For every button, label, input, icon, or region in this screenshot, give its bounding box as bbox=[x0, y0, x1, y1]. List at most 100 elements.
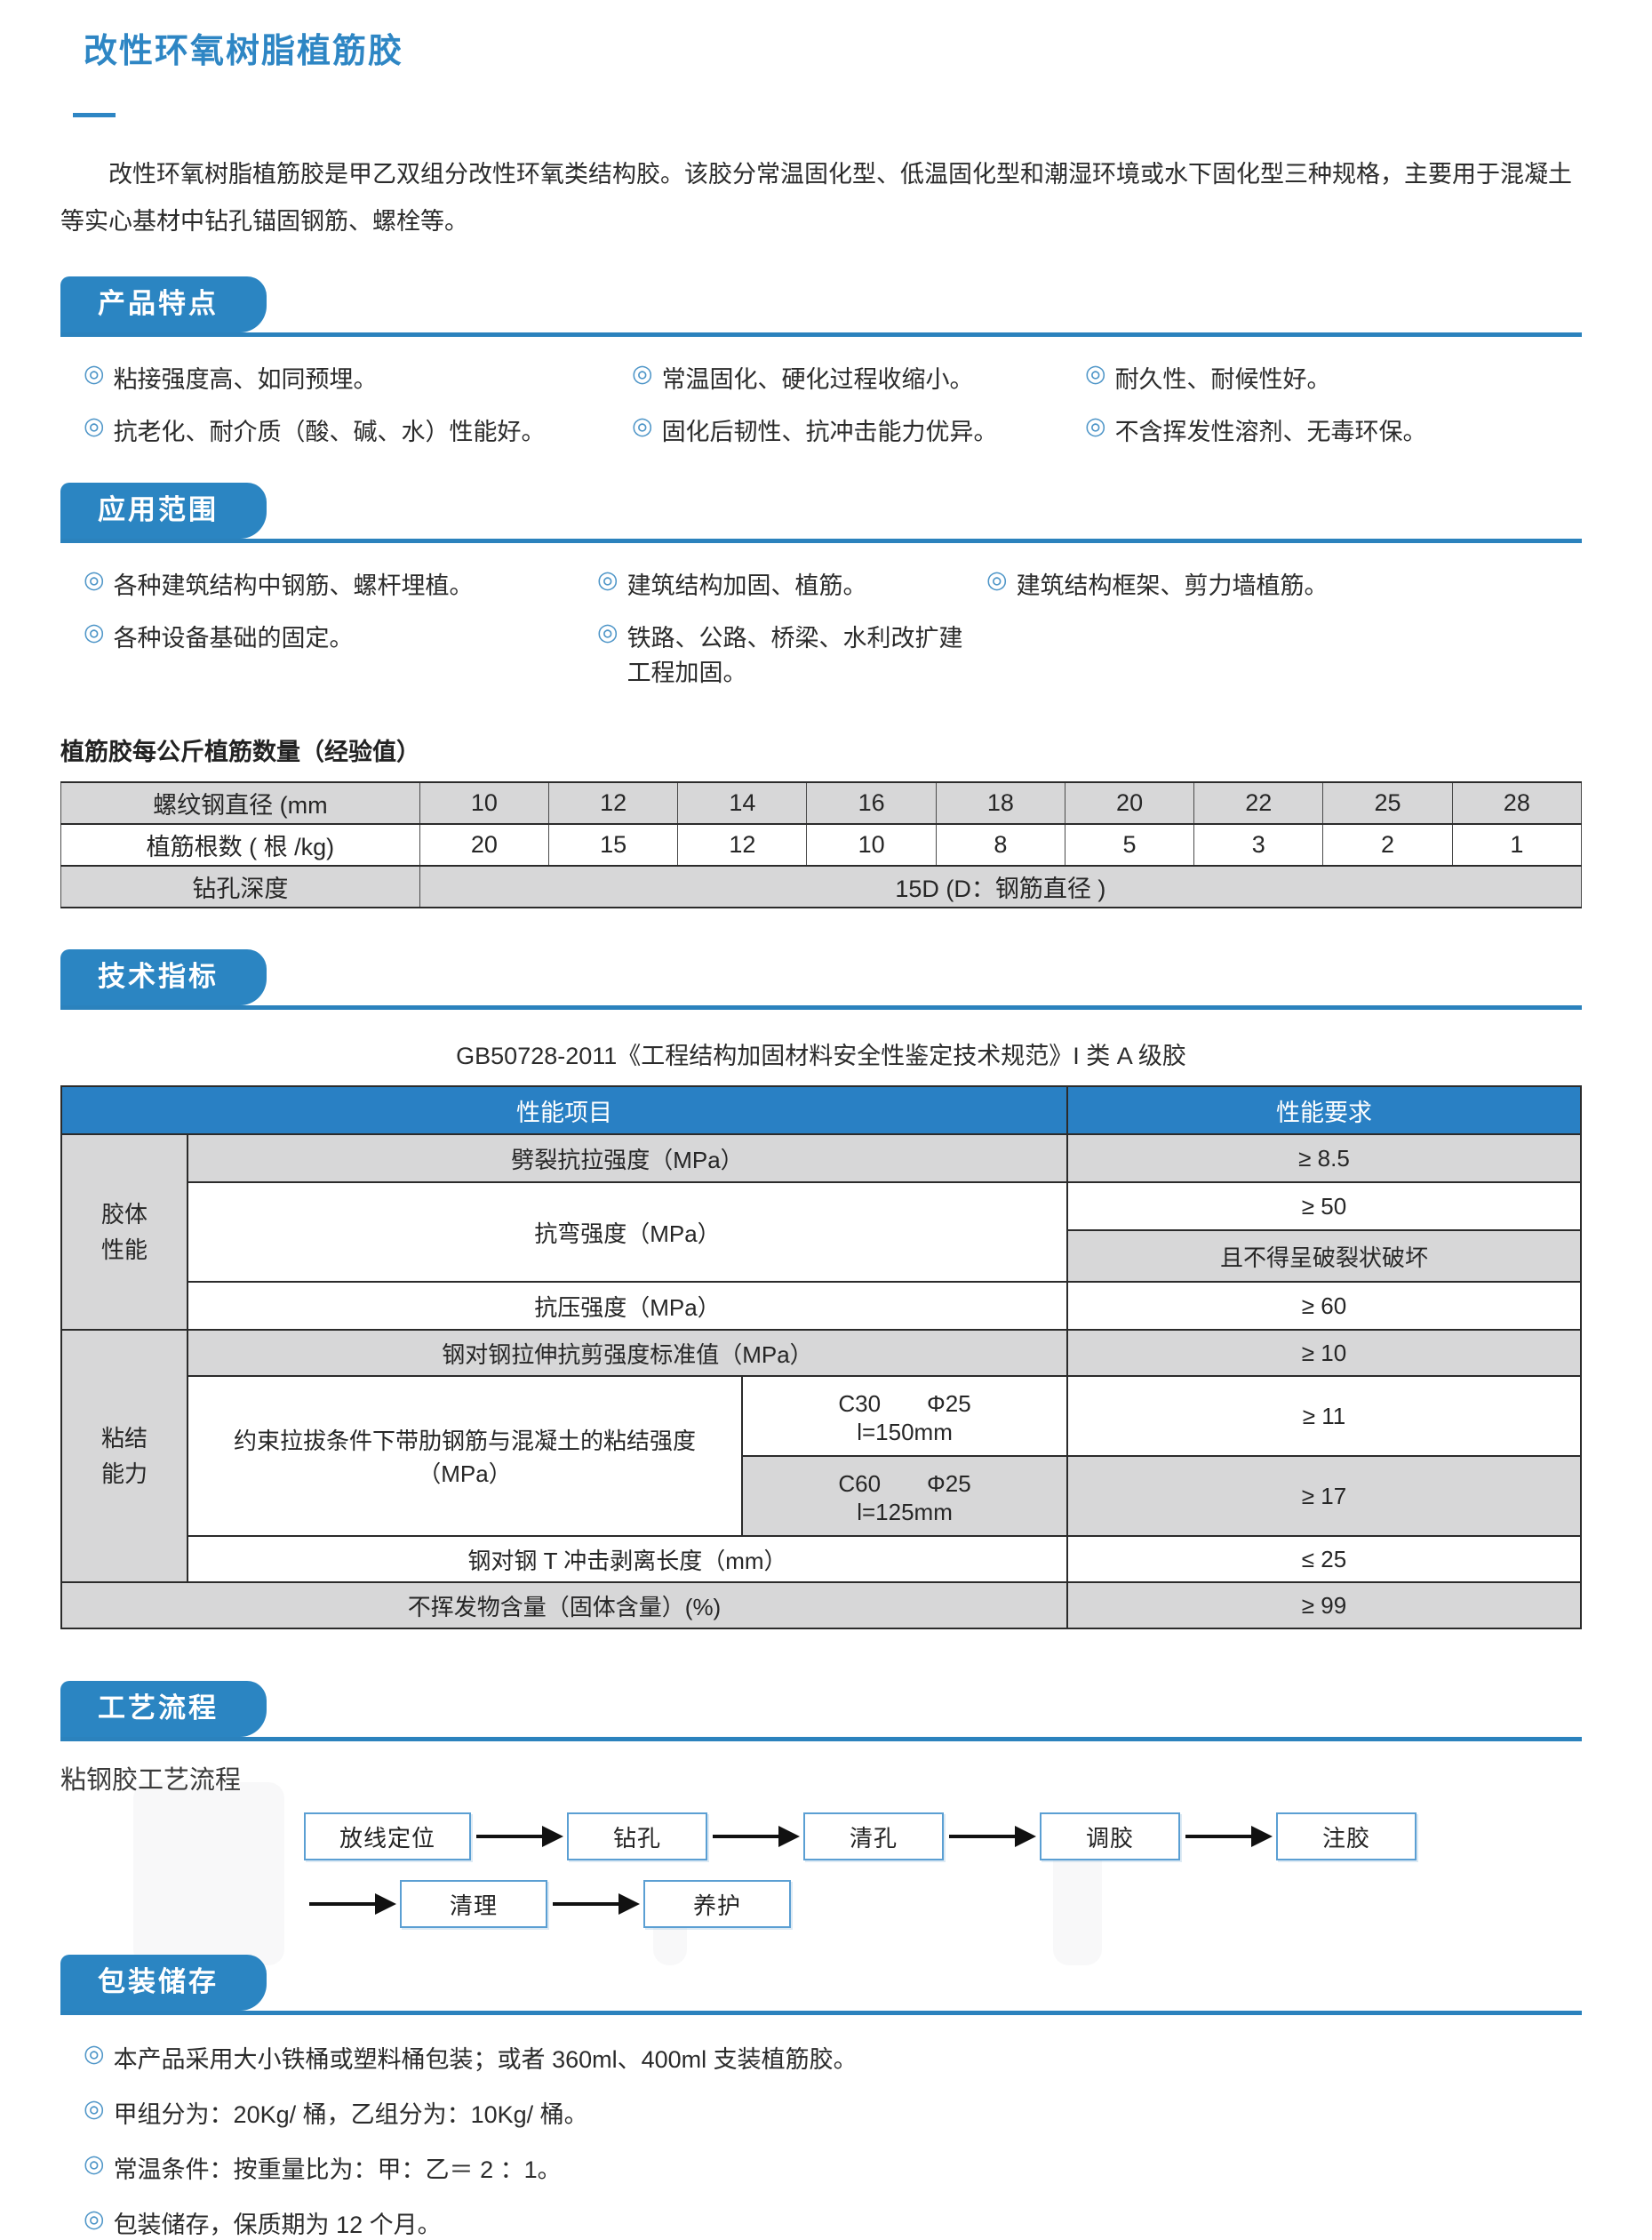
usage-row1-label: 螺纹钢直径 (mm bbox=[60, 781, 420, 826]
packaging-text: 包装储存，保质期为 12 个月。 bbox=[113, 2212, 442, 2239]
label-line: 约束拉拔条件下带肋钢筋与混凝土的粘结强度 bbox=[233, 1428, 696, 1455]
ring-bullet-icon: ◎ bbox=[84, 2040, 105, 2068]
table-row: 螺纹钢直径 (mm 10 12 14 16 18 20 22 25 28 bbox=[60, 781, 1583, 826]
usage-row2-label: 植筋根数 ( 根 /kg) bbox=[60, 823, 420, 868]
table-row: C60 Φ25 l=125mm ≥ 17 bbox=[61, 1455, 1582, 1538]
spec-line: l=125mm bbox=[857, 1499, 953, 1526]
tech-req-value: ≥ 60 bbox=[1066, 1281, 1582, 1332]
title-underline-dash bbox=[73, 113, 116, 117]
intro-paragraph: 改性环氧树脂植筋胶是甲乙双组分改性环氧类结构胶。该胶分常温固化型、低温固化型和潮… bbox=[60, 161, 1572, 235]
table-cell: 8 bbox=[935, 823, 1065, 868]
list-item: ◎ 甲组分为：20Kg/ 桶，乙组分为：10Kg/ 桶。 bbox=[84, 2095, 1582, 2130]
table-row: 植筋根数 ( 根 /kg) 20 15 12 10 8 5 3 2 1 bbox=[60, 823, 1583, 868]
section-header-process: 工艺流程 bbox=[60, 1681, 1582, 1742]
flow-arrow-icon bbox=[304, 1880, 400, 1928]
table-row: 且不得呈破裂状破坏 bbox=[61, 1229, 1582, 1284]
list-item: ◎ 包装储存，保质期为 12 个月。 bbox=[84, 2205, 1582, 2240]
list-item: ◎ 抗老化、耐介质（酸、碱、水）性能好。 bbox=[84, 412, 632, 447]
ring-bullet-icon: ◎ bbox=[986, 566, 1008, 594]
tech-item-label: 钢对钢拉伸抗剪强度标准值（MPa） bbox=[186, 1329, 1069, 1378]
ring-bullet-icon: ◎ bbox=[1085, 360, 1106, 388]
watermark-bottle-left bbox=[133, 1782, 284, 1965]
section-header-tech: 技术指标 bbox=[60, 949, 1582, 1011]
table-row: 粘结能力 钢对钢拉伸抗剪强度标准值（MPa） ≥ 10 bbox=[60, 1329, 1582, 1584]
tech-req-value: ≥ 50 bbox=[1066, 1181, 1582, 1232]
table-row: 约束拉拔条件下带肋钢筋与混凝土的粘结强度 （MPa） C30 Φ25 l=150mm… bbox=[61, 1375, 1582, 1538]
usage-table-caption: 植筋胶每公斤植筋数量（经验值） bbox=[60, 739, 420, 766]
table-row: 抗压强度（MPa） ≥ 60 bbox=[61, 1281, 1582, 1332]
table-cell: 14 bbox=[677, 781, 808, 826]
table-row: 钻孔深度 15D (D：钢筋直径 ) bbox=[60, 865, 1583, 909]
ring-bullet-icon: ◎ bbox=[84, 566, 105, 594]
list-item: ◎ 固化后韧性、抗冲击能力优异。 bbox=[632, 412, 1085, 447]
packaging-text: 甲组分为：20Kg/ 桶，乙组分为：10Kg/ 桶。 bbox=[113, 2101, 588, 2129]
tech-spec-cell: C60 Φ25 l=125mm bbox=[741, 1455, 1068, 1538]
table-cell: 1 bbox=[1451, 823, 1583, 868]
ring-bullet-icon: ◎ bbox=[597, 566, 619, 594]
ring-bullet-icon: ◎ bbox=[84, 2150, 105, 2178]
application-text: 铁路、公路、桥梁、水利改扩建工程加固。 bbox=[626, 625, 963, 687]
table-cell: 10 bbox=[806, 823, 937, 868]
list-item: ◎ 粘接强度高、如同预埋。 bbox=[84, 360, 632, 395]
process-subtitle: 粘钢胶工艺流程 bbox=[60, 1766, 242, 1796]
spec-line: l=150mm bbox=[857, 1419, 953, 1446]
flow-step-box: 钻孔 bbox=[567, 1812, 707, 1861]
section-header-packaging: 包装储存 bbox=[60, 1955, 1582, 2016]
tech-req-value: ≥ 8.5 bbox=[1066, 1133, 1582, 1184]
flow-step-box: 清理 bbox=[400, 1880, 547, 1929]
ring-bullet-icon: ◎ bbox=[84, 2095, 105, 2123]
table-cell: 25 bbox=[1322, 781, 1453, 826]
table-row: 胶体 性能 劈裂抗拉强度（MPa） ≥ 8.5 bbox=[60, 1133, 1582, 1332]
table-cell: 20 bbox=[419, 823, 550, 868]
packaging-bullet-list: ◎ 本产品采用大小铁桶或塑料桶包装；或者 360ml、400ml 支装植筋胶。 ◎… bbox=[84, 2040, 1582, 2240]
table-cell: 5 bbox=[1064, 823, 1195, 868]
list-item: ◎ 各种设备基础的固定。 bbox=[84, 619, 597, 688]
applications-bullet-list: ◎ 各种建筑结构中钢筋、螺杆埋植。 ◎ 建筑结构加固、植筋。 ◎ 建筑结构框架、剪力墙… bbox=[84, 566, 1582, 688]
table-row: 不挥发物含量（固体含量）(%) ≥ 99 bbox=[60, 1581, 1582, 1630]
list-item: ◎ 铁路、公路、桥梁、水利改扩建工程加固。 bbox=[597, 619, 986, 688]
table-row: 性能项目 性能要求 bbox=[60, 1085, 1582, 1136]
table-cell: 3 bbox=[1193, 823, 1324, 868]
flow-arrow-icon bbox=[471, 1812, 567, 1860]
ring-bullet-icon: ◎ bbox=[84, 619, 105, 646]
tech-header-item: 性能项目 bbox=[60, 1085, 1068, 1136]
tech-spec-cell: C30 Φ25 l=150mm bbox=[741, 1375, 1068, 1458]
table-cell: 15 bbox=[548, 823, 679, 868]
group-label-line: 性能 bbox=[100, 1236, 148, 1264]
process-flow-row-1: 放线定位 钻孔 清孔 调胶 注胶 bbox=[304, 1812, 1582, 1861]
table-cell: 16 bbox=[806, 781, 937, 826]
tech-req-value: 且不得呈破裂状破坏 bbox=[1066, 1229, 1582, 1284]
packaging-text: 常温条件：按重量比为：甲：乙＝ 2 ：1。 bbox=[113, 2156, 562, 2184]
process-flow-row-2: 清理 养护 bbox=[304, 1880, 1582, 1929]
group-label-line: 能力 bbox=[100, 1460, 148, 1488]
section-header-applications: 应用范围 bbox=[60, 483, 1582, 544]
application-text: 各种建筑结构中钢筋、螺杆埋植。 bbox=[113, 572, 474, 600]
features-bullet-list: ◎ 粘接强度高、如同预埋。 ◎ 常温固化、硬化过程收缩小。 ◎ 耐久性、耐候性好。 ◎… bbox=[84, 360, 1582, 447]
table-cell: 22 bbox=[1193, 781, 1324, 826]
usage-row3-value: 15D (D：钢筋直径 ) bbox=[419, 865, 1583, 909]
tech-req-value: ≥ 10 bbox=[1066, 1329, 1582, 1378]
list-item: ◎ 不含挥发性溶剂、无毒环保。 bbox=[1085, 412, 1582, 447]
list-item: ◎ 建筑结构加固、植筋。 bbox=[597, 566, 986, 601]
tech-header-req: 性能要求 bbox=[1066, 1085, 1582, 1136]
application-text: 各种设备基础的固定。 bbox=[113, 625, 354, 652]
spec-line: C30 Φ25 bbox=[838, 1390, 971, 1418]
packaging-text: 本产品采用大小铁桶或塑料桶包装；或者 360ml、400ml 支装植筋胶。 bbox=[113, 2046, 858, 2074]
ring-bullet-icon: ◎ bbox=[84, 412, 105, 440]
group-label-line: 粘结 bbox=[100, 1424, 148, 1452]
application-text: 建筑结构框架、剪力墙植筋。 bbox=[1016, 572, 1329, 600]
tech-req-value: ≥ 99 bbox=[1066, 1581, 1582, 1630]
tech-item-label: 抗压强度（MPa） bbox=[186, 1281, 1069, 1332]
tech-item-label: 不挥发物含量（固体含量）(%) bbox=[60, 1581, 1068, 1630]
table-row: 抗弯强度（MPa） ≥ 50 bbox=[61, 1181, 1582, 1284]
application-text: 建筑结构加固、植筋。 bbox=[626, 572, 867, 600]
list-item: ◎ 建筑结构框架、剪力墙植筋。 bbox=[986, 566, 1582, 601]
group-label-line: 胶体 bbox=[100, 1200, 148, 1228]
standard-note: GB50728-2011《工程结构加固材料安全性鉴定技术规范》I 类 A 级胶 bbox=[456, 1043, 1186, 1070]
tech-req-value: ≥ 17 bbox=[1066, 1455, 1582, 1538]
process-badge: 工艺流程 bbox=[60, 1681, 267, 1738]
flow-step-box: 放线定位 bbox=[304, 1812, 471, 1861]
ring-bullet-icon: ◎ bbox=[84, 2205, 105, 2233]
flow-arrow-icon bbox=[1180, 1812, 1276, 1860]
